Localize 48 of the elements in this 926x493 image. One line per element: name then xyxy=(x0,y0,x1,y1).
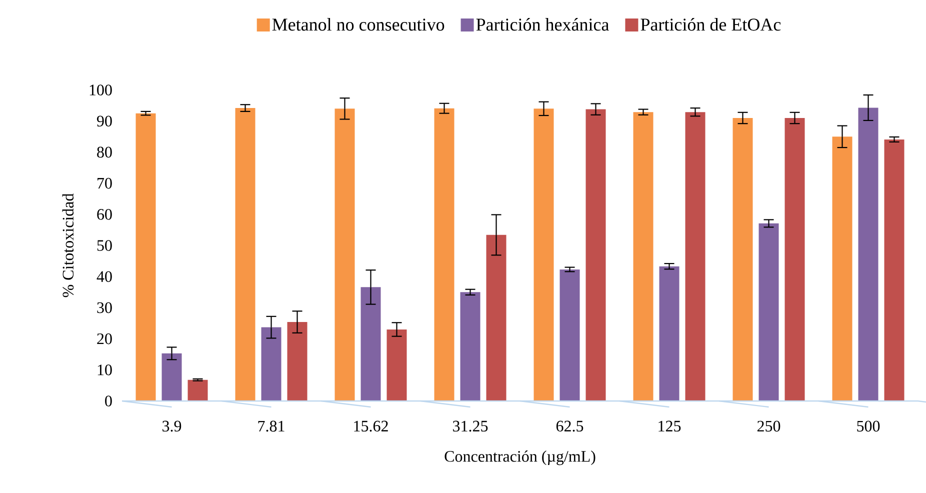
x-tick-label: 62.5 xyxy=(556,420,584,432)
x-tick-label: 125 xyxy=(658,420,681,432)
bar xyxy=(784,118,805,401)
x-tick-label: 3.9 xyxy=(162,420,182,432)
bar xyxy=(460,292,480,401)
y-tick-label: 60 xyxy=(97,209,112,220)
bar xyxy=(136,113,156,401)
bar xyxy=(235,108,256,401)
y-tick-label: 10 xyxy=(98,364,112,376)
x-tick-label: 500 xyxy=(857,420,880,432)
x-tick-label: 250 xyxy=(757,420,780,432)
bar xyxy=(434,108,454,401)
y-tick-label: 20 xyxy=(97,333,112,344)
y-tick-label: 50 xyxy=(97,240,112,251)
bar xyxy=(360,287,381,401)
bar xyxy=(486,234,506,401)
y-axis-title: % Citotoxicidad xyxy=(62,193,74,298)
bar xyxy=(560,269,580,401)
bar xyxy=(261,327,282,401)
y-tick-label: 90 xyxy=(96,116,112,126)
bar xyxy=(162,353,182,401)
legend-label: Partición hexánica xyxy=(476,18,609,31)
bar xyxy=(586,109,606,401)
y-tick-label: 40 xyxy=(96,271,112,282)
bar xyxy=(758,223,779,401)
x-tick-label: 15.62 xyxy=(354,420,388,432)
bar xyxy=(188,380,208,401)
bar xyxy=(633,112,654,401)
bar xyxy=(685,112,706,401)
bar xyxy=(732,118,753,401)
bar xyxy=(659,266,680,401)
bar xyxy=(858,108,878,401)
x-tick-label: 31.25 xyxy=(453,420,488,432)
x-axis-title: Concentración (µg/mL) xyxy=(444,450,596,466)
bar xyxy=(534,108,554,401)
legend-label: Partición de EtOAc xyxy=(640,18,781,31)
y-tick-label: 70 xyxy=(98,178,112,189)
y-tick-label: 80 xyxy=(97,146,112,158)
bar xyxy=(832,136,852,401)
x-tick-label: 7.81 xyxy=(258,420,284,432)
bar xyxy=(884,139,904,401)
y-tick-label: 100 xyxy=(90,84,112,96)
bar xyxy=(386,329,407,401)
y-tick-label: 0 xyxy=(105,396,112,406)
legend-label: Metanol no consecutivo xyxy=(272,18,444,31)
bar xyxy=(334,108,355,401)
y-tick-label: 30 xyxy=(97,302,112,314)
bar xyxy=(287,322,308,401)
